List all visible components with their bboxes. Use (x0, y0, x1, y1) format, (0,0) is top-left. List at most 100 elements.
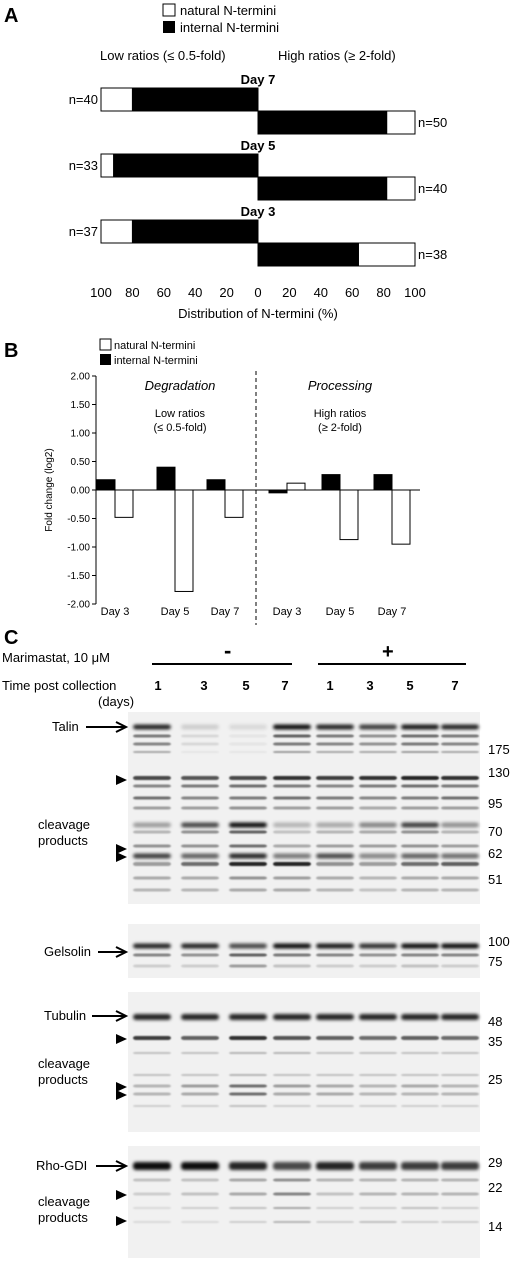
blot-band (181, 1105, 219, 1107)
blot-band (401, 776, 439, 780)
blot-band (273, 1178, 311, 1182)
blot-band (181, 734, 219, 738)
blot-band (181, 853, 219, 859)
blot-band (316, 862, 354, 866)
high-n-label: n=38 (418, 247, 447, 262)
b-ytick-label: 1.50 (71, 400, 91, 411)
blot-band (181, 943, 219, 949)
mw-marker-label: 48 (488, 1014, 502, 1029)
blot-band (273, 1074, 311, 1076)
blot-band (401, 724, 439, 730)
blot-band (181, 751, 219, 753)
blot-band (133, 784, 171, 788)
bar-high-internal (257, 176, 388, 201)
blot-band (181, 776, 219, 780)
blot-band (133, 943, 171, 949)
gelsolin-blot (128, 924, 480, 978)
blot-band (181, 1207, 219, 1209)
low-n-label: n=37 (69, 224, 98, 239)
blot-band (316, 888, 354, 892)
mw-marker-label: 51 (488, 872, 502, 887)
panel-b: B natural N-termini internal N-termini F… (4, 338, 420, 625)
blot-band (273, 888, 311, 892)
blot-band (441, 953, 479, 957)
blot-band (273, 742, 311, 746)
blot-band (133, 1084, 171, 1088)
blot-band (401, 742, 439, 746)
blot-band (359, 1014, 397, 1020)
time-label: Time post collection (2, 678, 116, 693)
panel-a-ticks: 100 80 60 40 20 0 20 40 60 80 100 (90, 285, 426, 300)
panel-a-letter: A (4, 5, 18, 27)
bar-high-internal (257, 110, 388, 135)
blot-band (273, 853, 311, 859)
blot-band (229, 1207, 267, 1209)
bar-low-natural (100, 87, 133, 112)
mw-marker-label: 14 (488, 1219, 502, 1234)
blot-band (441, 1014, 479, 1020)
blot-band (273, 784, 311, 788)
blot-band (359, 806, 397, 810)
blot-band (359, 943, 397, 949)
blot-band (316, 784, 354, 788)
high-n-label: n=40 (418, 181, 447, 196)
blot-band (441, 751, 479, 753)
blot-band (133, 822, 171, 828)
b-ytick-label: 2.00 (71, 372, 91, 383)
tubulin-cleavage-label: cleavage (38, 1056, 90, 1071)
blot-band (181, 953, 219, 957)
minus-sign: - (224, 638, 231, 663)
blot-band (441, 1074, 479, 1076)
blot-band (359, 964, 397, 968)
blot-band (401, 784, 439, 788)
blot-band (133, 1162, 171, 1170)
a-tick-label: 40 (314, 285, 328, 300)
blot-band (273, 1162, 311, 1170)
tubulin-arrowhead-icon-3 (116, 1090, 127, 1100)
bar-internal (206, 479, 226, 491)
b-legend-natural-swatch (99, 338, 112, 351)
blot-band (441, 796, 479, 800)
rhogdi-cleavage-label: cleavage (38, 1194, 90, 1209)
blot-band (181, 724, 219, 730)
mw-marker-label: 62 (488, 846, 502, 861)
b-legend-internal-swatch (100, 354, 111, 365)
blot-band (229, 862, 267, 866)
blot-band (401, 953, 439, 957)
a-tick-label: 100 (404, 285, 426, 300)
blot-band (181, 1192, 219, 1196)
blot-band (316, 1052, 354, 1054)
blot-band (229, 943, 267, 949)
blot-band (133, 953, 171, 957)
blot-band (441, 943, 479, 949)
blot-band (441, 830, 479, 834)
blot-band (316, 1084, 354, 1088)
gelsolin-label: Gelsolin (44, 944, 91, 959)
blot-band (359, 1052, 397, 1054)
blot-band (401, 1074, 439, 1076)
bar-high-natural (386, 176, 416, 201)
a-tick-label: 20 (219, 285, 233, 300)
talin-label: Talin (52, 719, 79, 734)
b-group-label: Day 3 (101, 606, 130, 618)
lane-label: 3 (366, 678, 373, 693)
blot-band (229, 1221, 267, 1223)
blot-band (229, 1192, 267, 1196)
blot-band (181, 876, 219, 880)
talin-arrow-icon (86, 721, 129, 733)
bar-natural (114, 489, 134, 518)
blot-band (229, 751, 267, 753)
blot-band (229, 1178, 267, 1182)
blot-band (441, 724, 479, 730)
blot-band (229, 844, 267, 848)
b-group-label: Day 5 (326, 606, 355, 618)
blot-band (229, 806, 267, 810)
b-high-line1: High ratios (314, 408, 367, 420)
panel-a: A natural N-termini internal N-termini L… (4, 3, 447, 321)
blot-band (181, 742, 219, 746)
blot-band (316, 742, 354, 746)
blot-band (316, 844, 354, 848)
blot-band (273, 943, 311, 949)
blot-band (359, 1036, 397, 1040)
blot-band (441, 844, 479, 848)
